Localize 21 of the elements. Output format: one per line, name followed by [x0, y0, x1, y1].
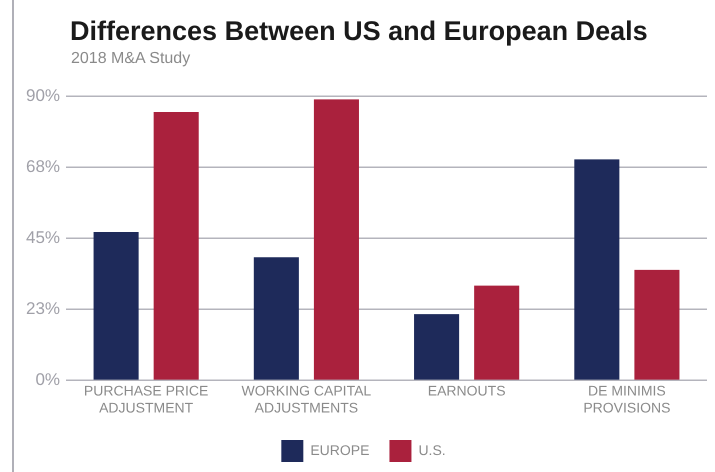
y-tick-label: 0%	[35, 370, 60, 390]
x-tick-label: EARNOUTS	[428, 382, 506, 399]
bar	[314, 99, 359, 380]
bar	[94, 232, 139, 380]
bar	[574, 159, 620, 380]
x-tick-label: DE MINIMIS PROVISIONS	[583, 382, 670, 416]
y-tick-label: 23%	[26, 299, 60, 318]
bar	[254, 257, 299, 380]
bar	[154, 112, 199, 380]
bar	[474, 286, 520, 380]
legend-label: U.S.	[418, 442, 446, 458]
chart-title: Differences Between US and European Deals	[70, 16, 648, 47]
y-tick-label: 90%	[26, 86, 60, 105]
bar	[634, 270, 680, 380]
legend-label: EUROPE	[310, 442, 370, 458]
x-tick-label: WORKING CAPITAL ADJUSTMENTS	[242, 382, 372, 416]
y-tick-label: 45%	[26, 228, 60, 247]
bar	[414, 314, 460, 380]
x-tick-label: PURCHASE PRICE ADJUSTMENT	[84, 382, 208, 416]
y-tick-label: 68%	[26, 156, 60, 176]
chart-subtitle: 2018 M&A Study	[71, 50, 190, 68]
